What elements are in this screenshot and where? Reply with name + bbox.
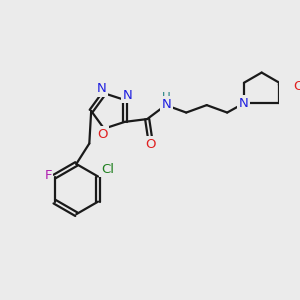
Text: O: O — [146, 138, 156, 151]
Text: N: N — [162, 98, 172, 111]
Text: O: O — [97, 128, 107, 141]
Text: O: O — [294, 80, 300, 93]
Text: H: H — [162, 91, 171, 104]
Text: Cl: Cl — [101, 163, 114, 176]
Text: N: N — [123, 89, 133, 102]
Text: N: N — [239, 97, 249, 110]
Text: N: N — [96, 82, 106, 95]
Text: F: F — [44, 169, 52, 182]
